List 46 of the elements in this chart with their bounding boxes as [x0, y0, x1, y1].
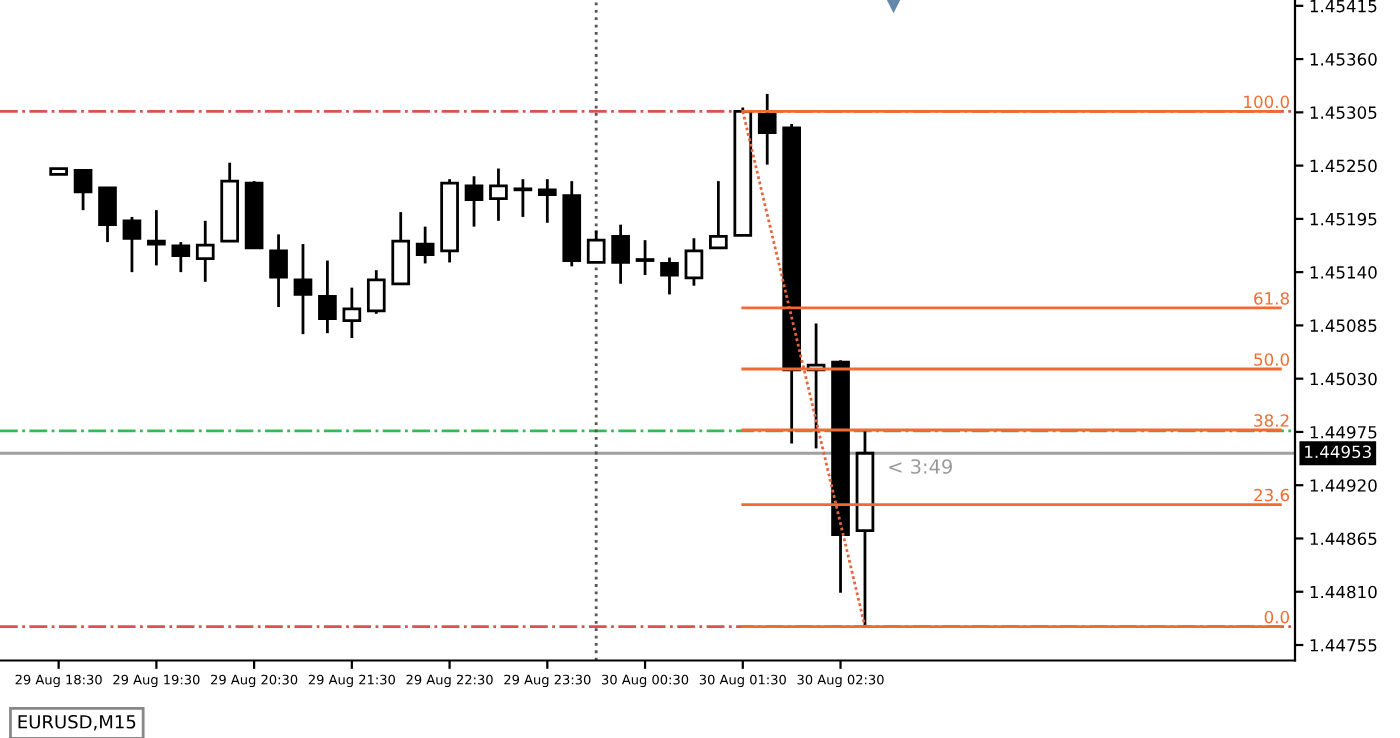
candlestick	[122, 215, 142, 274]
y-tick-label: 1.44920	[1310, 479, 1377, 492]
y-tick-label: 1.45085	[1310, 319, 1377, 332]
candlestick	[318, 259, 337, 335]
candlestick	[489, 167, 508, 223]
candlestick	[611, 223, 630, 286]
candlestick	[464, 174, 484, 229]
candlestick	[757, 92, 777, 167]
series-label: 100.0	[1244, 95, 1290, 109]
y-tick-label: 1.45415	[1310, 0, 1377, 13]
candlestick	[342, 286, 362, 340]
y-tick-label: 1.45360	[1310, 53, 1377, 66]
candlestick	[684, 236, 704, 288]
series-label: 23.6	[1254, 488, 1290, 502]
annotation: < 3:49	[889, 459, 952, 474]
candlestick	[660, 256, 679, 296]
series-label: 0.0	[1264, 610, 1290, 624]
y-tick-label: 1.45305	[1310, 106, 1377, 119]
candlestick	[195, 219, 215, 284]
candlestick	[415, 225, 435, 265]
candlestick	[98, 186, 117, 244]
candlestick	[293, 242, 313, 336]
candlestick	[709, 179, 728, 250]
ref-line-label: 1.44953	[1305, 445, 1371, 459]
series-label: 61.8	[1254, 292, 1289, 305]
y-tick-label: 1.44810	[1310, 585, 1377, 599]
y-tick-label: 1.45195	[1310, 212, 1377, 226]
series-label: 38.2	[1254, 414, 1289, 427]
candlestick	[147, 208, 166, 267]
y-tick-label: 1.45140	[1310, 266, 1377, 279]
candlestick	[391, 210, 411, 287]
y-tick-label: 1.45250	[1310, 159, 1377, 173]
candlestick	[73, 169, 93, 212]
y-tick-label: 1.44755	[1310, 639, 1377, 652]
y-tick-label: 1.44865	[1310, 532, 1377, 546]
y-tick-label: 1.44975	[1310, 425, 1377, 439]
candlestick	[366, 268, 386, 316]
candlestick	[269, 232, 288, 309]
text: EURUSD,M15	[18, 714, 136, 731]
candlestick	[171, 240, 191, 274]
series-label: 50.0	[1254, 353, 1290, 366]
y-tick-label: 1.45030	[1310, 372, 1377, 386]
candlestick	[513, 177, 533, 219]
candlestick	[537, 177, 557, 225]
candlestick	[586, 229, 606, 264]
candlestick	[635, 238, 655, 277]
